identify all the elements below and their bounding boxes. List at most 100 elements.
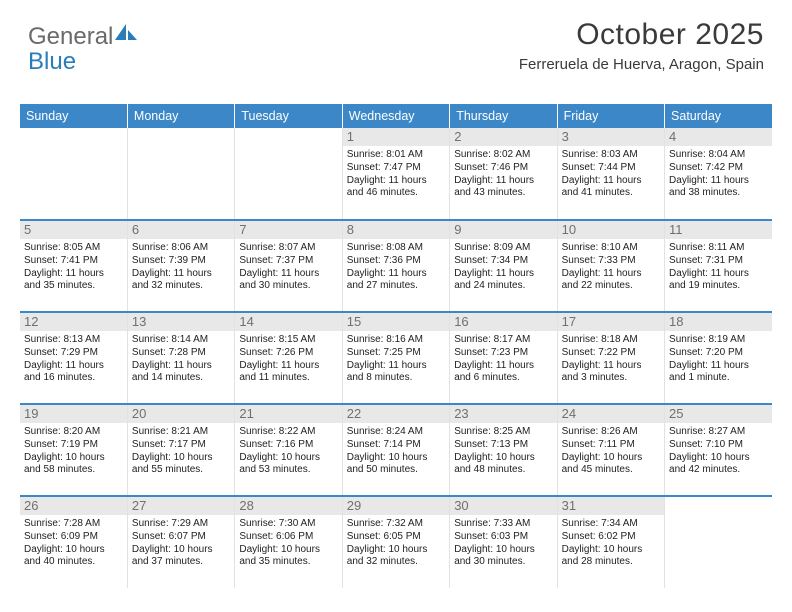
brand-line1: General — [28, 23, 113, 50]
day-info: Sunrise: 8:21 AMSunset: 7:17 PMDaylight:… — [132, 426, 230, 477]
day-number: 19 — [20, 405, 127, 423]
calendar-cell: 2 Sunrise: 8:02 AMSunset: 7:46 PMDaylight… — [450, 128, 557, 220]
calendar-cell: 6Sunrise: 8:06 AMSunset: 7:39 PMDaylight… — [127, 220, 234, 312]
day-number: 27 — [128, 497, 234, 515]
day-info: Sunrise: 8:19 AMSunset: 7:20 PMDaylight:… — [669, 334, 768, 385]
calendar-cell: 16 Sunrise: 8:17 AMSunset: 7:23 PMDayligh… — [450, 312, 557, 404]
day-number: 30 — [450, 497, 556, 515]
day-info: Sunrise: 8:22 AMSunset: 7:16 PMDaylight:… — [239, 426, 337, 477]
calendar-cell: 29 Sunrise: 7:32 AMSunset: 6:05 PMDayligh… — [342, 496, 449, 588]
day-info: Sunrise: 7:30 AMSunset: 6:06 PMDaylight:… — [239, 518, 337, 569]
weekday-header: Saturday — [665, 104, 772, 128]
calendar-row: 5 Sunrise: 8:05 AMSunset: 7:41 PMDaylight… — [20, 220, 772, 312]
day-number: 8 — [343, 221, 449, 239]
calendar-row: 1 Sunrise: 8:01 AMSunset: 7:47 PMDaylight… — [20, 128, 772, 220]
calendar-cell: 28 Sunrise: 7:30 AMSunset: 6:06 PMDayligh… — [235, 496, 342, 588]
calendar-row: 19 Sunrise: 8:20 AMSunset: 7:19 PMDayligh… — [20, 404, 772, 496]
day-info: Sunrise: 7:32 AMSunset: 6:05 PMDaylight:… — [347, 518, 445, 569]
calendar-cell: 25 Sunrise: 8:27 AMSunset: 7:10 PMDayligh… — [665, 404, 772, 496]
day-number: 18 — [665, 313, 772, 331]
day-info: Sunrise: 7:28 AMSunset: 6:09 PMDaylight:… — [24, 518, 123, 569]
calendar-cell: 4 Sunrise: 8:04 AMSunset: 7:42 PMDaylight… — [665, 128, 772, 220]
weekday-header: Monday — [127, 104, 234, 128]
calendar-cell: 15Sunrise: 8:16 AMSunset: 7:25 PMDayligh… — [342, 312, 449, 404]
day-info: Sunrise: 8:18 AMSunset: 7:22 PMDaylight:… — [562, 334, 660, 385]
day-info: Sunrise: 7:29 AMSunset: 6:07 PMDaylight:… — [132, 518, 230, 569]
weekday-header: Tuesday — [235, 104, 342, 128]
day-number: 29 — [343, 497, 449, 515]
calendar-table: Sunday Monday Tuesday Wednesday Thursday… — [20, 104, 772, 588]
calendar-cell: 20 Sunrise: 8:21 AMSunset: 7:17 PMDayligh… — [127, 404, 234, 496]
day-info: Sunrise: 8:01 AMSunset: 7:47 PMDaylight:… — [347, 149, 445, 200]
calendar-cell: 5 Sunrise: 8:05 AMSunset: 7:41 PMDaylight… — [20, 220, 127, 312]
day-number: 4 — [665, 128, 772, 146]
day-number: 16 — [450, 313, 556, 331]
day-number: 3 — [558, 128, 664, 146]
day-number: 10 — [558, 221, 664, 239]
page-title: October 2025 — [519, 18, 764, 52]
day-number: 7 — [235, 221, 341, 239]
day-info: Sunrise: 8:14 AMSunset: 7:28 PMDaylight:… — [132, 334, 230, 385]
day-info: Sunrise: 8:09 AMSunset: 7:34 PMDaylight:… — [454, 242, 552, 293]
calendar-cell: 3 Sunrise: 8:03 AMSunset: 7:44 PMDaylight… — [557, 128, 664, 220]
calendar-cell: 14Sunrise: 8:15 AMSunset: 7:26 PMDayligh… — [235, 312, 342, 404]
calendar-cell: 18 Sunrise: 8:19 AMSunset: 7:20 PMDayligh… — [665, 312, 772, 404]
day-info: Sunrise: 8:06 AMSunset: 7:39 PMDaylight:… — [132, 242, 230, 293]
day-number: 24 — [558, 405, 664, 423]
calendar-cell: 26 Sunrise: 7:28 AMSunset: 6:09 PMDayligh… — [20, 496, 127, 588]
day-number: 5 — [20, 221, 127, 239]
day-info: Sunrise: 7:33 AMSunset: 6:03 PMDaylight:… — [454, 518, 552, 569]
day-number: 12 — [20, 313, 127, 331]
brand-logo: General Blue — [28, 24, 137, 74]
day-number: 26 — [20, 497, 127, 515]
day-number: 9 — [450, 221, 556, 239]
sail-icon — [115, 24, 137, 40]
calendar-row: 26 Sunrise: 7:28 AMSunset: 6:09 PMDayligh… — [20, 496, 772, 588]
calendar-cell: 8 Sunrise: 8:08 AMSunset: 7:36 PMDaylight… — [342, 220, 449, 312]
calendar-cell: 21Sunrise: 8:22 AMSunset: 7:16 PMDayligh… — [235, 404, 342, 496]
day-info: Sunrise: 8:17 AMSunset: 7:23 PMDaylight:… — [454, 334, 552, 385]
day-info: Sunrise: 8:03 AMSunset: 7:44 PMDaylight:… — [562, 149, 660, 200]
day-info: Sunrise: 7:34 AMSunset: 6:02 PMDaylight:… — [562, 518, 660, 569]
calendar-cell: 27 Sunrise: 7:29 AMSunset: 6:07 PMDayligh… — [127, 496, 234, 588]
calendar-cell — [235, 128, 342, 220]
calendar-cell: 31Sunrise: 7:34 AMSunset: 6:02 PMDayligh… — [557, 496, 664, 588]
day-number: 25 — [665, 405, 772, 423]
brand-line2: Blue — [28, 48, 76, 75]
calendar-cell: 9 Sunrise: 8:09 AMSunset: 7:34 PMDaylight… — [450, 220, 557, 312]
day-info: Sunrise: 8:05 AMSunset: 7:41 PMDaylight:… — [24, 242, 123, 293]
calendar-cell: 30 Sunrise: 7:33 AMSunset: 6:03 PMDayligh… — [450, 496, 557, 588]
day-info: Sunrise: 8:15 AMSunset: 7:26 PMDaylight:… — [239, 334, 337, 385]
calendar-cell — [127, 128, 234, 220]
day-number: 1 — [343, 128, 449, 146]
day-info: Sunrise: 8:04 AMSunset: 7:42 PMDaylight:… — [669, 149, 768, 200]
calendar-cell: 1 Sunrise: 8:01 AMSunset: 7:47 PMDaylight… — [342, 128, 449, 220]
calendar-cell: 13 Sunrise: 8:14 AMSunset: 7:28 PMDayligh… — [127, 312, 234, 404]
calendar-cell: 11 Sunrise: 8:11 AMSunset: 7:31 PMDayligh… — [665, 220, 772, 312]
day-info: Sunrise: 8:11 AMSunset: 7:31 PMDaylight:… — [669, 242, 768, 293]
day-number: 13 — [128, 313, 234, 331]
day-number: 28 — [235, 497, 341, 515]
day-info: Sunrise: 8:27 AMSunset: 7:10 PMDaylight:… — [669, 426, 768, 477]
day-number: 2 — [450, 128, 556, 146]
calendar-cell: 17Sunrise: 8:18 AMSunset: 7:22 PMDayligh… — [557, 312, 664, 404]
calendar-cell: 12 Sunrise: 8:13 AMSunset: 7:29 PMDayligh… — [20, 312, 127, 404]
calendar-cell: 23Sunrise: 8:25 AMSunset: 7:13 PMDayligh… — [450, 404, 557, 496]
day-info: Sunrise: 8:16 AMSunset: 7:25 PMDaylight:… — [347, 334, 445, 385]
calendar-cell: 10 Sunrise: 8:10 AMSunset: 7:33 PMDayligh… — [557, 220, 664, 312]
day-number: 11 — [665, 221, 772, 239]
day-info: Sunrise: 8:10 AMSunset: 7:33 PMDaylight:… — [562, 242, 660, 293]
weekday-header: Sunday — [20, 104, 127, 128]
day-info: Sunrise: 8:07 AMSunset: 7:37 PMDaylight:… — [239, 242, 337, 293]
calendar-cell: 22Sunrise: 8:24 AMSunset: 7:14 PMDayligh… — [342, 404, 449, 496]
day-info: Sunrise: 8:13 AMSunset: 7:29 PMDaylight:… — [24, 334, 123, 385]
day-number: 20 — [128, 405, 234, 423]
calendar-cell: 7 Sunrise: 8:07 AMSunset: 7:37 PMDaylight… — [235, 220, 342, 312]
day-info: Sunrise: 8:02 AMSunset: 7:46 PMDaylight:… — [454, 149, 552, 200]
weekday-header: Friday — [557, 104, 664, 128]
day-info: Sunrise: 8:08 AMSunset: 7:36 PMDaylight:… — [347, 242, 445, 293]
day-info: Sunrise: 8:26 AMSunset: 7:11 PMDaylight:… — [562, 426, 660, 477]
calendar-cell — [20, 128, 127, 220]
day-info: Sunrise: 8:20 AMSunset: 7:19 PMDaylight:… — [24, 426, 123, 477]
calendar-row: 12 Sunrise: 8:13 AMSunset: 7:29 PMDayligh… — [20, 312, 772, 404]
